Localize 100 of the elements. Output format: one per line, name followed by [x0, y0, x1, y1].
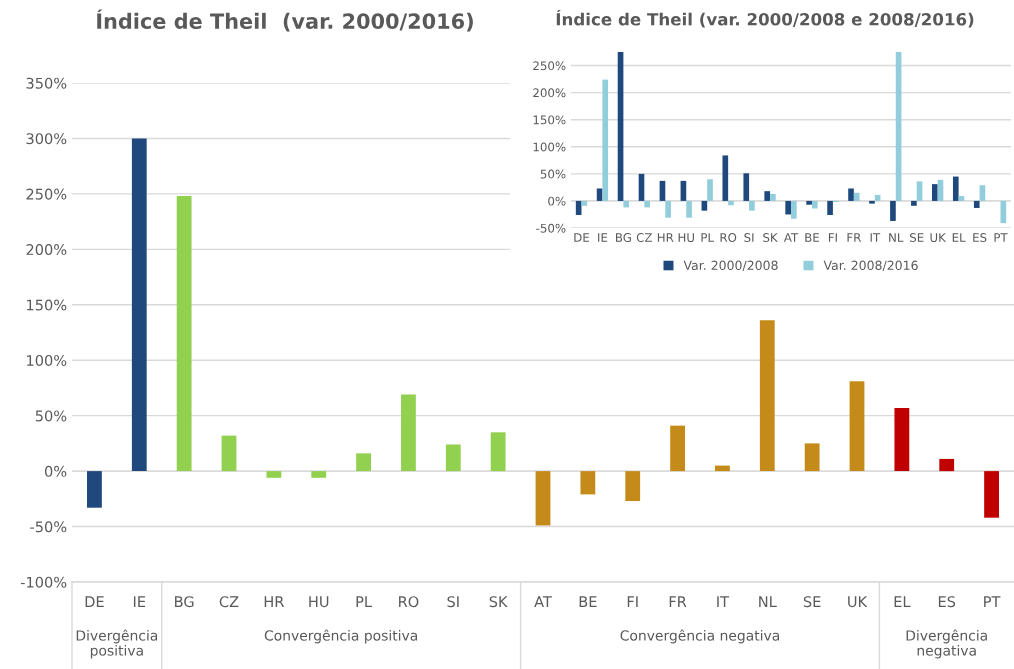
y-tick-label: 50% — [540, 169, 566, 179]
x-tick-label: CZ — [636, 233, 652, 242]
bar — [869, 200, 875, 204]
bar — [849, 381, 865, 472]
bar — [686, 200, 692, 218]
y-tick-label: 200% — [26, 244, 67, 256]
x-tick-label: PL — [356, 596, 372, 607]
bar — [644, 200, 650, 208]
x-tick-label: IE — [133, 596, 146, 607]
x-tick-label: AT — [534, 596, 552, 607]
x-tick-label: SK — [763, 233, 778, 242]
bar — [356, 453, 371, 472]
x-tick-label: IT — [870, 233, 881, 242]
y-tick-label: 150% — [27, 299, 67, 311]
bar — [602, 79, 609, 201]
x-tick-label: DE — [85, 596, 104, 607]
bar — [728, 200, 734, 206]
bar — [827, 200, 833, 215]
bar — [984, 471, 999, 518]
y-tick-label: 150% — [533, 115, 566, 125]
bar — [785, 200, 791, 215]
chart-title: Índice de Theil (var. 2000/2008 e 2008/2016) — [556, 9, 974, 28]
x-tick-label: PT — [994, 233, 1008, 242]
bar — [87, 471, 102, 508]
x-tick-label: AT — [783, 233, 799, 242]
bar — [973, 200, 980, 208]
x-tick-label: FI — [828, 233, 837, 242]
x-tick-label: SE — [803, 596, 821, 608]
x-tick-label: ES — [973, 233, 987, 242]
bar — [770, 193, 776, 201]
x-tick-label: BE — [805, 233, 819, 242]
x-tick-label: BG — [175, 596, 194, 608]
bar — [811, 200, 818, 209]
legend-label: Var. 2000/2008 — [683, 260, 778, 272]
x-tick-label: EL — [894, 596, 911, 607]
x-tick-label: NL — [759, 596, 777, 607]
y-tick-label: 0% — [44, 465, 67, 477]
bar — [916, 181, 923, 201]
x-tick-label: NL — [889, 233, 904, 242]
bar — [722, 155, 729, 201]
text: Convergência positiva — [264, 629, 418, 644]
bar — [890, 200, 896, 221]
y-tick-label: 350% — [26, 77, 67, 89]
bar — [939, 458, 955, 472]
y-tick-label: 100% — [27, 354, 67, 366]
bar — [445, 444, 461, 472]
x-tick-label: DE — [574, 233, 589, 242]
bar — [535, 471, 551, 526]
y-tick-label: 50% — [35, 410, 67, 422]
y-tick-label: 100% — [533, 142, 566, 152]
x-tick-label: UK — [848, 596, 868, 608]
bar — [759, 320, 775, 472]
text: Convergência negativa — [620, 629, 779, 644]
x-tick-label: RO — [399, 596, 419, 608]
y-tick-label: 250% — [26, 188, 67, 200]
x-tick-label: UK — [930, 233, 947, 242]
bar — [596, 188, 603, 201]
x-tick-label: CZ — [219, 596, 239, 608]
x-tick-label: FI — [627, 596, 638, 607]
x-tick-label: HR — [264, 596, 284, 607]
x-tick-label: FR — [669, 596, 687, 607]
bar — [749, 200, 755, 211]
bar — [853, 192, 860, 201]
chart-title: Índice de Theil (var. 2000/2016) — [97, 9, 473, 32]
bar — [707, 179, 713, 201]
bar — [715, 465, 730, 472]
x-tick-label: SI — [447, 596, 459, 608]
y-tick-label: -50% — [30, 521, 67, 533]
y-tick-label: 300% — [26, 133, 67, 145]
bar — [625, 471, 641, 502]
bar — [131, 138, 147, 472]
x-tick-label: EL — [952, 233, 966, 242]
bar — [580, 471, 596, 495]
bar — [743, 173, 750, 201]
y-tick-label: -50% — [536, 223, 566, 233]
x-tick-label: SI — [744, 233, 754, 242]
x-tick-label: HU — [309, 596, 329, 608]
x-tick-label: HU — [678, 233, 694, 242]
bar — [670, 425, 685, 472]
bar — [911, 200, 917, 206]
x-tick-label: FR — [847, 233, 862, 242]
bar — [894, 407, 910, 472]
bar — [221, 435, 237, 472]
bar — [701, 200, 708, 211]
bar — [665, 200, 671, 218]
y-tick-label: 0% — [548, 196, 566, 206]
x-tick-label: PT — [984, 596, 1001, 607]
bar — [176, 196, 192, 472]
bar — [804, 443, 820, 472]
x-tick-label: ES — [938, 596, 956, 608]
x-tick-label: HR — [657, 233, 674, 242]
x-tick-label: SE — [910, 233, 924, 242]
text: Divergência positiva — [76, 629, 158, 659]
y-tick-label: -100% — [20, 576, 67, 588]
bar — [623, 200, 630, 208]
bar — [401, 394, 416, 472]
x-tick-label: PL — [701, 233, 714, 242]
bar — [791, 200, 797, 219]
bar — [764, 191, 771, 201]
y-tick-label: 200% — [533, 88, 566, 98]
